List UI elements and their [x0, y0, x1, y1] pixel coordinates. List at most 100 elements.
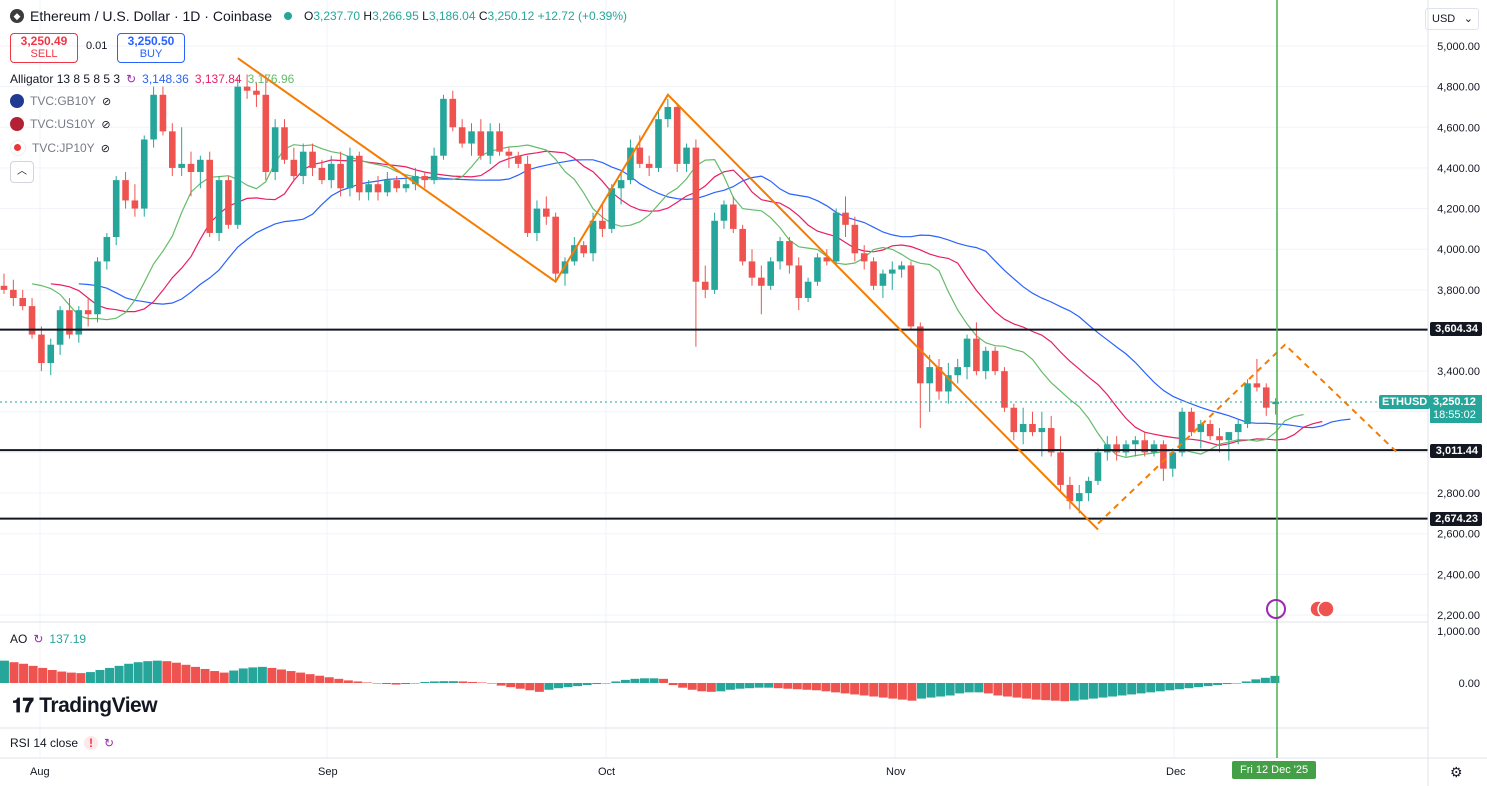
candle-body: [169, 131, 176, 168]
candle-body: [1206, 423, 1214, 437]
price-tick-label: 2,200.00: [1437, 610, 1480, 622]
zigzag-pattern-drawing[interactable]: [237, 57, 1398, 531]
price-tick-label: 5,000.00: [1437, 41, 1480, 53]
ao-bar: [429, 681, 439, 683]
symbol-price-tag[interactable]: ETHUSD: [1379, 395, 1431, 409]
eye-hidden-icon[interactable]: ⊘: [100, 142, 110, 155]
level-tag-lower[interactable]: 2,674.23: [1430, 512, 1482, 526]
ao-bar: [831, 683, 840, 693]
grid-lines: [0, 0, 1428, 758]
ao-bar: [487, 683, 497, 684]
candle-body: [991, 350, 999, 372]
ao-bar: [238, 668, 248, 683]
candle-body: [468, 131, 475, 144]
warning-icon[interactable]: !: [84, 736, 99, 750]
eye-hidden-icon[interactable]: ⊘: [102, 95, 112, 108]
ao-bar: [296, 672, 306, 683]
alligator-legend-label[interactable]: Alligator 13 8 5 8 5 3: [10, 72, 121, 86]
event-us-flag-icon-2[interactable]: [1317, 600, 1335, 618]
settings-gear-icon[interactable]: ⚙: [1450, 764, 1463, 780]
candle-body: [356, 155, 363, 193]
us-flag-icon: [10, 117, 24, 131]
candle-body: [1234, 423, 1242, 433]
ao-bar: [114, 665, 124, 683]
rsi-legend-label[interactable]: RSI 14 close: [10, 736, 79, 750]
candle-body: [1010, 407, 1018, 433]
ao-bar: [152, 660, 162, 683]
candle-body: [159, 94, 167, 132]
alligator-jaw-line: [78, 159, 1351, 429]
ao-bar: [105, 667, 115, 683]
alligator-indicator: [31, 144, 1351, 459]
ao-bar: [611, 681, 621, 683]
ao-bar: [678, 683, 688, 688]
alligator-lips-line: [31, 144, 1304, 459]
sell-button[interactable]: 3,250.49 SELL: [10, 33, 78, 63]
candle-body: [1104, 444, 1111, 453]
eye-hidden-icon[interactable]: ⊘: [101, 118, 111, 131]
candle-body: [1272, 401, 1279, 405]
candle-body: [309, 151, 316, 168]
candle-body: [38, 334, 45, 364]
buy-button[interactable]: 3,250.50 BUY: [117, 33, 185, 63]
ao-bar: [888, 683, 898, 699]
candle-body: [514, 155, 522, 164]
tradingview-logo[interactable]: 𝟏𝟕 TradingView: [12, 694, 158, 717]
ao-bar: [420, 681, 430, 683]
ao-bar: [1174, 683, 1184, 690]
ao-bar: [448, 681, 458, 683]
candle-body: [75, 310, 83, 335]
compare-gb10y[interactable]: TVC:GB10Y ⊘: [10, 94, 111, 108]
ao-bar: [334, 678, 344, 683]
refresh-icon[interactable]: ↻: [33, 632, 44, 646]
ao-bar: [640, 678, 649, 683]
ao-legend-label[interactable]: AO: [10, 632, 28, 646]
ao-bar: [1203, 683, 1213, 687]
candle-body: [346, 155, 354, 189]
ao-bar: [458, 681, 468, 683]
symbol-title[interactable]: Ethereum / U.S. Dollar · 1D · Coinbase: [30, 8, 272, 24]
price-axis-ticks[interactable]: 5,000.00 4,800.00 4,600.00 4,400.00 4,200.00…: [1437, 41, 1480, 690]
candle-body: [879, 273, 887, 286]
alligator-teeth-value: 3,137.84: [194, 72, 242, 86]
ao-bar: [649, 678, 659, 683]
ao-bar: [1270, 675, 1280, 683]
compare-jp10y[interactable]: TVC:JP10Y ⊘: [10, 140, 110, 156]
refresh-icon[interactable]: ↻: [126, 72, 137, 86]
candle-body: [1253, 383, 1261, 388]
ao-bar: [1184, 683, 1194, 689]
candle-body: [365, 184, 372, 193]
candle-body: [589, 220, 597, 254]
current-price-tag[interactable]: 3,250.12 18:55:02: [1430, 395, 1482, 423]
candle-body: [730, 204, 737, 229]
candle-body: [776, 241, 784, 262]
ao-bar: [1079, 683, 1089, 700]
candle-body: [898, 265, 905, 270]
ao-bar: [315, 675, 325, 683]
candle-body: [112, 180, 120, 238]
ao-value: 137.19: [49, 632, 87, 646]
collapse-legend-button[interactable]: ︿: [10, 161, 34, 183]
candle-body: [720, 204, 728, 221]
ao-bar: [372, 683, 382, 684]
candle-body: [963, 338, 971, 368]
ao-bar: [735, 683, 745, 689]
currency-selector[interactable]: USD ⌄: [1425, 8, 1479, 30]
tradingview-logo-icon: 𝟏𝟕: [12, 694, 34, 717]
ao-bar: [1098, 683, 1108, 698]
candle-body: [1029, 423, 1036, 433]
candle-body: [1150, 444, 1158, 453]
refresh-icon[interactable]: ↻: [104, 736, 115, 750]
event-dividend-icon[interactable]: [1266, 599, 1286, 619]
level-tag-upper[interactable]: 3,604.34: [1430, 322, 1482, 336]
candle-body: [842, 212, 849, 225]
ao-bar: [477, 682, 487, 683]
ao-bar: [439, 681, 449, 683]
ao-bar: [1088, 683, 1098, 699]
compare-us10y[interactable]: TVC:US10Y ⊘: [10, 117, 111, 131]
horizontal-levels[interactable]: [0, 328, 1428, 520]
candle-body: [477, 131, 485, 156]
level-tag-middle[interactable]: 3,011.44: [1430, 444, 1482, 458]
ao-tick-label: 0.00: [1459, 678, 1480, 690]
